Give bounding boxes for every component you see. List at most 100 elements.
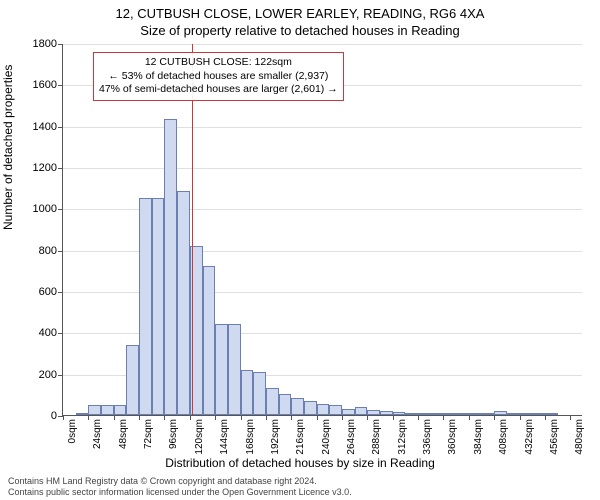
histogram-bar [291,398,304,415]
histogram-bar [126,345,139,415]
histogram-bar [266,388,279,415]
x-tick-label: 120sqm [194,419,205,455]
histogram-bar [329,405,342,415]
x-tick-mark [241,415,242,420]
x-tick-label: 408sqm [498,419,509,455]
histogram-bar [532,413,545,415]
y-tick-label: 1400 [33,121,57,133]
x-tick-label: 456sqm [549,419,560,455]
x-tick-label: 72sqm [143,419,154,449]
histogram-bar [355,407,368,415]
histogram-bar [304,401,317,415]
histogram-bar [380,411,393,415]
histogram-bar [482,413,495,415]
histogram-bar [456,413,469,415]
x-tick-label: 384sqm [473,419,484,455]
x-tick-label: 48sqm [118,419,129,449]
x-tick-mark [545,415,546,420]
histogram-bar [164,119,177,415]
y-tick-mark [58,209,63,210]
x-tick-mark [114,415,115,420]
histogram-bar [494,411,507,415]
y-tick-mark [58,127,63,128]
annotation-line2: ← 53% of detached houses are smaller (2,… [99,70,338,84]
x-tick-mark [317,415,318,420]
y-tick-mark [58,251,63,252]
histogram-bar [317,404,330,415]
histogram-bar [342,409,355,415]
histogram-bar [114,405,127,415]
x-axis-label: Distribution of detached houses by size … [0,456,600,470]
y-tick-label: 600 [39,286,57,298]
gridline [63,168,582,169]
histogram-bar [152,198,165,415]
x-tick-label: 96sqm [168,419,179,449]
x-tick-label: 432sqm [524,419,535,455]
y-tick-mark [58,44,63,45]
x-tick-mark [469,415,470,420]
histogram-bar [393,412,406,415]
annotation-box: 12 CUTBUSH CLOSE: 122sqm← 53% of detache… [93,52,344,101]
histogram-bar [228,324,241,415]
histogram-bar [215,324,228,415]
x-tick-mark [367,415,368,420]
histogram-bar [101,405,114,415]
histogram-bar [241,370,254,415]
x-tick-label: 168sqm [245,419,256,455]
y-tick-label: 1200 [33,162,57,174]
y-tick-mark [58,168,63,169]
histogram-bar [253,372,266,415]
x-tick-mark [443,415,444,420]
x-tick-mark [88,415,89,420]
x-tick-label: 336sqm [422,419,433,455]
y-tick-label: 800 [39,245,57,257]
x-tick-mark [520,415,521,420]
gridline [63,44,582,45]
x-tick-mark [393,415,394,420]
x-tick-label: 0sqm [67,419,78,443]
histogram-bar [520,413,533,415]
x-tick-mark [570,415,571,420]
histogram-bar [507,413,520,415]
histogram-bar [139,198,152,415]
x-tick-mark [266,415,267,420]
x-tick-label: 24sqm [92,419,103,449]
y-tick-mark [58,333,63,334]
x-tick-label: 288sqm [371,419,382,455]
histogram-bar [203,266,216,415]
histogram-bar [367,410,380,415]
x-tick-mark [139,415,140,420]
x-tick-label: 240sqm [321,419,332,455]
histogram-bar [545,413,558,415]
y-axis-label: Number of detached properties [1,65,15,230]
histogram-bar [76,413,89,415]
footnote-line2: Contains public sector information licen… [8,487,352,498]
histogram-bar [177,191,190,415]
y-tick-label: 200 [39,369,57,381]
x-tick-label: 312sqm [397,419,408,455]
x-tick-mark [291,415,292,420]
y-tick-mark [58,85,63,86]
footnote-line1: Contains HM Land Registry data © Crown c… [8,476,352,487]
page-title-line1: 12, CUTBUSH CLOSE, LOWER EARLEY, READING… [0,6,600,21]
y-tick-label: 1600 [33,79,57,91]
x-tick-mark [190,415,191,420]
histogram-bar [88,405,101,415]
y-tick-mark [58,375,63,376]
y-tick-label: 1000 [33,203,57,215]
histogram-bar [279,394,292,415]
x-tick-label: 480sqm [574,419,585,455]
page-title-line2: Size of property relative to detached ho… [0,23,600,38]
x-tick-mark [63,415,64,420]
x-tick-mark [215,415,216,420]
x-tick-mark [342,415,343,420]
histogram-bar [431,413,444,415]
x-tick-label: 216sqm [295,419,306,455]
x-tick-label: 264sqm [346,419,357,455]
x-tick-label: 192sqm [270,419,281,455]
histogram-bar [469,413,482,415]
y-tick-label: 0 [51,410,57,422]
histogram-plot: 0200400600800100012001400160018000sqm24s… [62,44,582,416]
attribution-footnote: Contains HM Land Registry data © Crown c… [8,476,352,499]
y-tick-label: 1800 [33,38,57,50]
